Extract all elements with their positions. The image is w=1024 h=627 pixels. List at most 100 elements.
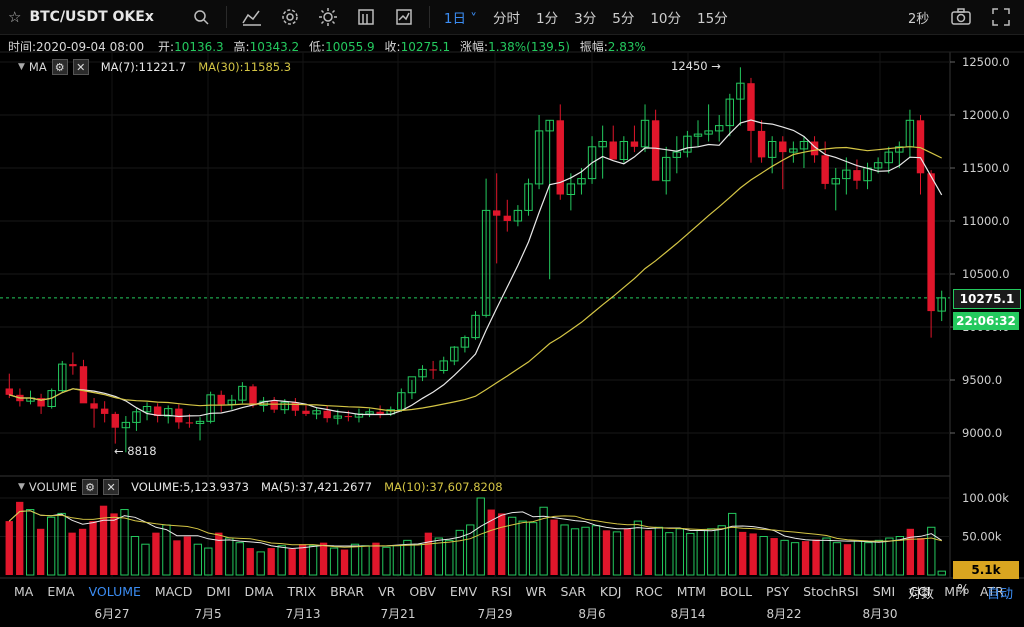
ma30-line: [9, 146, 942, 412]
volume-bar: [308, 545, 318, 576]
chart-type-icon[interactable]: [233, 0, 271, 34]
time-label: 时间:: [8, 40, 37, 54]
theme-icon[interactable]: [309, 0, 347, 34]
indicator-tab-macd[interactable]: MACD: [154, 583, 193, 599]
percent-scale-button[interactable]: %: [957, 583, 970, 598]
indicator-tab-cci[interactable]: CCI: [909, 583, 931, 599]
countdown-tag: 22:06:32: [953, 312, 1019, 330]
volume-bar: [832, 542, 842, 576]
interval-4[interactable]: 5分: [612, 11, 635, 27]
candle-body: [905, 119, 915, 148]
volume-bar: [173, 540, 181, 575]
volume-bar: [644, 530, 653, 575]
candle-body: [524, 183, 533, 211]
indicator-tab-trix[interactable]: TRIX: [287, 583, 317, 599]
candle-body: [121, 421, 131, 429]
volume-bar: [424, 532, 433, 575]
candle-body: [587, 146, 597, 180]
indicator-tab-kdj[interactable]: KDJ: [599, 583, 622, 599]
indicator-tab-atr[interactable]: ATR: [979, 583, 1004, 599]
ohlc-readout: 时间:2020-09-04 08:00 开:10136.3 高:10343.2 …: [8, 38, 652, 55]
interval-5[interactable]: 10分: [650, 11, 682, 27]
volume-bar: [560, 524, 569, 576]
top-toolbar: ☆ BTC/USDT OKEx 1日 ˅ 分时 1分 3分 5分 10分 15分 2秒: [0, 0, 1024, 35]
log-scale-button[interactable]: 对数: [908, 587, 935, 602]
volume-bar: [853, 540, 863, 576]
candle-body: [185, 422, 194, 424]
indicator-tab-ma[interactable]: MA: [14, 583, 34, 599]
candle-body: [704, 130, 713, 135]
indicator-tab-rsi[interactable]: RSI: [491, 583, 512, 599]
price-axis-label: 9000.0: [962, 426, 1002, 440]
volume-bar: [204, 547, 213, 576]
volume-bar: [633, 520, 643, 576]
template-icon[interactable]: [347, 0, 385, 34]
indicator-tab-roc[interactable]: ROC: [635, 583, 663, 599]
volume-bar: [665, 532, 674, 576]
indicator-tab-obv[interactable]: OBV: [409, 583, 436, 599]
candle-body: [270, 401, 278, 410]
volume-bar: [120, 509, 129, 576]
volume-bar: [329, 547, 339, 576]
auto-scale-button[interactable]: 自动: [987, 587, 1014, 602]
interval-0[interactable]: 1日 ˅: [443, 11, 478, 27]
candle-body: [291, 402, 300, 411]
candle-body: [429, 369, 437, 371]
volume-bar: [37, 528, 45, 575]
indicator-tab-dmi[interactable]: DMI: [206, 583, 231, 599]
candle-body: [651, 120, 660, 181]
indicator-tab-boll[interactable]: BOLL: [719, 583, 753, 599]
volume-bar: [235, 542, 244, 576]
indicator-tab-volume[interactable]: VOLUME: [88, 583, 141, 599]
indicator-tab-brar[interactable]: BRAR: [330, 583, 365, 599]
high-label: 高:: [233, 40, 250, 54]
volume-bar: [498, 513, 506, 575]
candle-body: [450, 346, 459, 362]
candle-body: [630, 141, 639, 147]
settings-icon[interactable]: [271, 0, 309, 34]
candle-body: [640, 119, 650, 148]
volume-bar: [707, 528, 716, 576]
gear-icon[interactable]: ⚙: [82, 479, 99, 495]
indicator-tab-mtm[interactable]: MTM: [676, 583, 706, 599]
indicator-tab-psy[interactable]: PSY: [766, 583, 790, 599]
fullscreen-icon[interactable]: [982, 0, 1020, 34]
interval-3[interactable]: 3分: [574, 11, 597, 27]
star-icon[interactable]: ☆: [8, 8, 22, 26]
interval-1[interactable]: 分时: [493, 11, 521, 27]
indicator-tab-wr[interactable]: WR: [525, 583, 547, 599]
candle-body: [397, 392, 406, 411]
gear-icon[interactable]: ⚙: [51, 59, 68, 75]
indicator-tab-ema[interactable]: EMA: [47, 583, 75, 599]
indicator-icon[interactable]: [385, 0, 423, 34]
camera-icon[interactable]: [942, 0, 980, 34]
indicator-tab-emv[interactable]: EMV: [449, 583, 478, 599]
indicator-tab-sar[interactable]: SAR: [560, 583, 586, 599]
search-icon[interactable]: [182, 0, 220, 34]
indicator-tab-smi[interactable]: SMI: [872, 583, 896, 599]
volume-bar: [215, 532, 223, 575]
collapse-icon[interactable]: ▼: [18, 62, 25, 72]
close-icon[interactable]: ✕: [72, 59, 89, 75]
refresh-interval[interactable]: 2秒: [908, 12, 930, 27]
indicator-tab-vr[interactable]: VR: [378, 583, 396, 599]
indicator-tab-mfi[interactable]: MFI: [944, 583, 966, 599]
interval-2[interactable]: 1分: [536, 11, 559, 27]
candle-body: [545, 119, 554, 132]
low-label: 低:: [309, 40, 326, 54]
open-label: 开:: [158, 40, 175, 54]
indicator-tab-stochrsi[interactable]: StochRSI: [803, 583, 859, 599]
candle-body: [227, 399, 237, 405]
volume-bar: [895, 536, 905, 576]
volume-value: VOLUME:5,123.9373: [131, 480, 249, 494]
open-value: 10136.3: [174, 40, 224, 54]
close-icon[interactable]: ✕: [103, 479, 120, 495]
symbol-title[interactable]: BTC/USDT OKEx: [29, 9, 154, 25]
date-axis-label: 7月21: [381, 607, 416, 621]
candle-body: [16, 394, 24, 402]
collapse-icon[interactable]: ▼: [18, 482, 25, 492]
indicator-tab-dma[interactable]: DMA: [244, 583, 274, 599]
interval-6[interactable]: 15分: [697, 11, 728, 27]
volume-bar: [749, 533, 757, 575]
